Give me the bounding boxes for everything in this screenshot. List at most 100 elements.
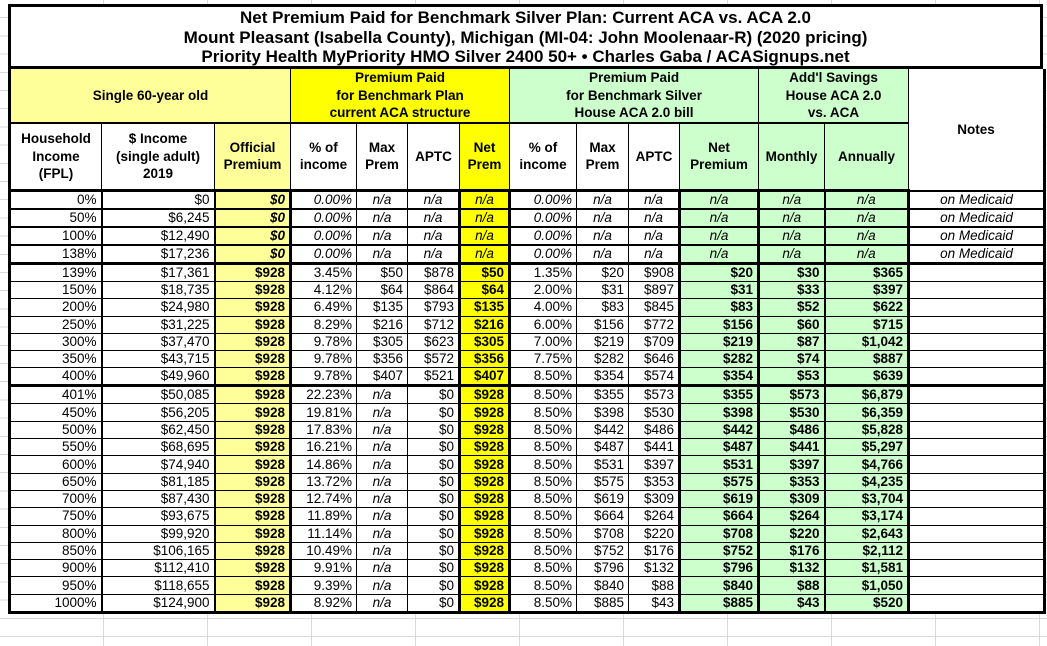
cell-aca20-aptc[interactable]: n/a [628, 208, 682, 228]
cell-savings-monthly[interactable]: $33 [758, 280, 826, 300]
cell-aca-aptc[interactable]: $0 [407, 438, 462, 457]
cell-fpl[interactable]: 0% [9, 190, 103, 210]
cell-aca-net-prem[interactable]: n/a [459, 226, 512, 246]
cell-official-premium[interactable]: $928 [213, 280, 293, 300]
cell-savings-monthly[interactable]: $132 [758, 559, 826, 578]
cell-fpl[interactable]: 850% [9, 541, 103, 561]
cell-official-premium[interactable]: $928 [213, 559, 293, 578]
cell-aca-pct-income[interactable]: 0.00% [290, 244, 358, 265]
cell-note[interactable] [908, 541, 1046, 561]
cell-aca20-max-prem[interactable]: $20 [576, 263, 630, 282]
cell-aca-aptc[interactable]: n/a [407, 244, 462, 265]
cell-aca20-pct-income[interactable]: 8.50% [509, 367, 578, 388]
cell-income[interactable]: $106,165 [101, 541, 216, 561]
cell-aca-pct-income[interactable]: 16.21% [290, 438, 358, 457]
cell-aca20-aptc[interactable]: $486 [628, 420, 682, 440]
cell-aca20-aptc[interactable]: $574 [628, 367, 682, 388]
cell-income[interactable]: $99,920 [101, 524, 216, 543]
cell-aca-pct-income[interactable]: 11.14% [290, 524, 358, 543]
cell-aca20-pct-income[interactable]: 8.50% [509, 576, 578, 595]
cell-aca-net-prem[interactable]: $928 [459, 576, 512, 595]
cell-aca-max-prem[interactable]: n/a [356, 190, 409, 210]
cell-aca-pct-income[interactable]: 9.91% [290, 559, 358, 578]
cell-aca-net-prem[interactable]: $356 [459, 350, 512, 369]
cell-aca20-max-prem[interactable]: $664 [576, 507, 630, 526]
cell-income[interactable]: $56,205 [101, 403, 216, 422]
cell-aca-net-prem[interactable]: $928 [459, 420, 512, 440]
cell-aca20-net-premium[interactable]: $282 [679, 350, 761, 369]
cell-aca20-aptc[interactable]: $176 [628, 541, 682, 561]
cell-note[interactable]: on Medicaid [908, 244, 1046, 265]
cell-fpl[interactable]: 700% [9, 489, 103, 509]
cell-aca20-aptc[interactable]: $264 [628, 507, 682, 526]
cell-aca-max-prem[interactable]: n/a [356, 244, 409, 265]
cell-aca20-max-prem[interactable]: $796 [576, 559, 630, 578]
cell-aca20-net-premium[interactable]: $442 [679, 420, 761, 440]
cell-fpl[interactable]: 950% [9, 576, 103, 595]
cell-aca-net-prem[interactable]: n/a [459, 208, 512, 228]
cell-aca-max-prem[interactable]: $216 [356, 315, 409, 334]
group-header-addl-savings[interactable]: Add'l Savings House ACA 2.0 vs. ACA [758, 69, 910, 124]
cell-savings-monthly[interactable]: n/a [758, 226, 826, 246]
cell-fpl[interactable]: 1000% [9, 593, 103, 613]
cell-fpl[interactable]: 100% [9, 226, 103, 246]
cell-aca-aptc[interactable]: $521 [407, 367, 462, 388]
cell-aca-aptc[interactable]: $572 [407, 350, 462, 369]
cell-aca20-pct-income[interactable]: 7.00% [509, 332, 578, 352]
cell-aca-net-prem[interactable]: $928 [459, 507, 512, 526]
cell-aca20-aptc[interactable]: $88 [628, 576, 682, 595]
cell-note[interactable] [908, 593, 1046, 613]
cell-savings-monthly[interactable]: $43 [758, 593, 826, 613]
cell-aca20-net-premium[interactable]: $31 [679, 280, 761, 300]
cell-income[interactable]: $31,225 [101, 315, 216, 334]
cell-aca20-net-premium[interactable]: $752 [679, 541, 761, 561]
cell-aca-aptc[interactable]: $712 [407, 315, 462, 334]
cell-savings-monthly[interactable]: $53 [758, 367, 826, 388]
cell-official-premium[interactable]: $928 [213, 403, 293, 422]
cell-aca20-aptc[interactable]: $309 [628, 489, 682, 509]
cell-aca-max-prem[interactable]: n/a [356, 226, 409, 246]
cell-savings-annually[interactable]: $887 [824, 350, 911, 369]
col-header-aca-pct-income[interactable]: % of income [290, 122, 358, 192]
cell-aca20-max-prem[interactable]: $885 [576, 593, 630, 613]
cell-aca-aptc[interactable]: $0 [407, 593, 462, 613]
cell-aca20-pct-income[interactable]: 0.00% [509, 208, 578, 228]
cell-note[interactable] [908, 403, 1046, 422]
cell-note[interactable] [908, 315, 1046, 334]
cell-fpl[interactable]: 750% [9, 507, 103, 526]
cell-aca20-pct-income[interactable]: 8.50% [509, 559, 578, 578]
cell-savings-annually[interactable]: $4,766 [824, 455, 911, 474]
cell-fpl[interactable]: 400% [9, 367, 103, 388]
cell-official-premium[interactable]: $928 [213, 367, 293, 388]
cell-income[interactable]: $124,900 [101, 593, 216, 613]
cell-aca-max-prem[interactable]: n/a [356, 541, 409, 561]
cell-aca20-aptc[interactable]: $353 [628, 472, 682, 491]
cell-aca-net-prem[interactable]: n/a [459, 190, 512, 210]
cell-savings-annually[interactable]: $3,174 [824, 507, 911, 526]
cell-aca-aptc[interactable]: $0 [407, 472, 462, 491]
cell-aca20-max-prem[interactable]: n/a [576, 190, 630, 210]
cell-income[interactable]: $6,245 [101, 208, 216, 228]
cell-aca-max-prem[interactable]: $356 [356, 350, 409, 369]
cell-aca-aptc[interactable]: $0 [407, 541, 462, 561]
cell-aca-pct-income[interactable]: 22.23% [290, 385, 358, 405]
cell-aca-max-prem[interactable]: n/a [356, 559, 409, 578]
col-header-income-single-adult[interactable]: $ Income (single adult) 2019 [101, 122, 215, 192]
cell-savings-monthly[interactable]: $52 [758, 298, 826, 317]
cell-aca-pct-income[interactable]: 14.86% [290, 455, 358, 474]
cell-note[interactable] [908, 438, 1046, 457]
cell-fpl[interactable]: 138% [9, 244, 103, 265]
cell-aca-max-prem[interactable]: n/a [356, 524, 409, 543]
cell-aca20-net-premium[interactable]: $708 [679, 524, 761, 543]
cell-aca20-pct-income[interactable]: 6.00% [509, 315, 578, 334]
cell-aca20-max-prem[interactable]: $31 [576, 280, 630, 300]
cell-official-premium[interactable]: $0 [213, 244, 293, 265]
cell-aca20-pct-income[interactable]: 8.50% [509, 420, 578, 440]
cell-aca-aptc[interactable]: $0 [407, 524, 462, 543]
cell-official-premium[interactable]: $928 [213, 472, 293, 491]
cell-aca-max-prem[interactable]: $305 [356, 332, 409, 352]
cell-aca-net-prem[interactable]: $407 [459, 367, 512, 388]
cell-income[interactable]: $18,735 [101, 280, 216, 300]
cell-savings-annually[interactable]: $639 [824, 367, 911, 388]
cell-aca-net-prem[interactable]: $216 [459, 315, 512, 334]
